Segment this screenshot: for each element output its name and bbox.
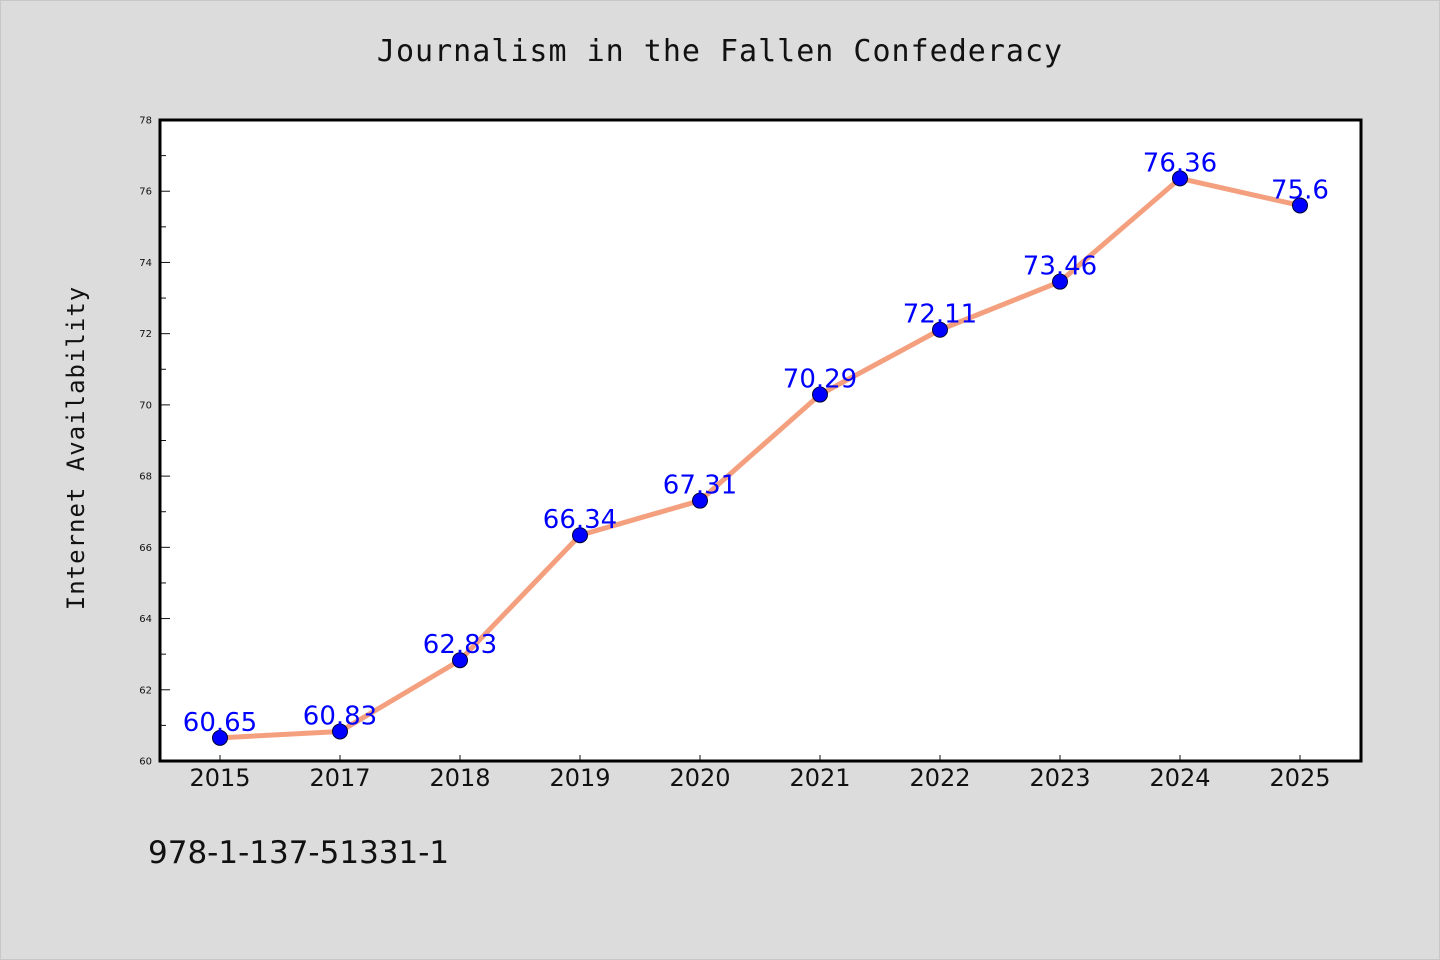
data-label: 70.29: [783, 365, 857, 395]
x-tick-label: 2023: [1029, 764, 1090, 792]
y-tick-label: 68: [139, 472, 152, 483]
y-tick-label: 74: [139, 258, 152, 269]
x-tick-label: 2021: [789, 764, 850, 792]
plot-background: [160, 120, 1361, 761]
chart-title: Journalism in the Fallen Confederacy: [376, 34, 1064, 69]
data-label: 72.11: [903, 300, 977, 330]
data-point: [572, 527, 588, 544]
x-tick-label: 2020: [669, 764, 730, 792]
data-point: [812, 386, 828, 403]
data-label: 67.31: [663, 471, 737, 501]
data-point: [692, 492, 708, 509]
data-label: 76.36: [1143, 148, 1217, 178]
y-tick-label: 66: [139, 543, 152, 554]
y-tick-label: 64: [139, 614, 152, 625]
data-label: 75.6: [1271, 175, 1329, 205]
data-point: [1172, 170, 1188, 187]
data-label: 60.83: [303, 701, 377, 731]
data-label: 60.65: [183, 708, 257, 738]
x-tick-label: 2018: [429, 764, 490, 792]
x-tick-label: 2019: [549, 764, 610, 792]
x-tick-label: 2022: [909, 764, 970, 792]
data-point: [1292, 197, 1308, 214]
plot-border: [158, 118, 1363, 763]
data-point: [452, 652, 468, 669]
y-tick-label: 76: [139, 187, 152, 198]
data-point: [332, 723, 348, 740]
isbn-footnote: 978-1-137-51331-1: [148, 835, 450, 871]
x-tick-label: 2024: [1149, 764, 1210, 792]
x-tick-label: 2015: [189, 764, 250, 792]
data-label: 66.34: [543, 505, 617, 535]
y-tick-label: 62: [139, 685, 152, 696]
data-label: 62.83: [423, 630, 497, 660]
y-tick-label: 70: [139, 400, 152, 411]
series-line: [217, 175, 1303, 741]
x-tick-label: 2025: [1269, 764, 1330, 792]
data-point: [932, 321, 948, 338]
data-point: [1052, 273, 1068, 290]
x-tick-label: 2017: [309, 764, 370, 792]
data-label: 73.46: [1023, 252, 1097, 282]
data-point: [212, 729, 228, 746]
y-tick-label: 72: [139, 329, 152, 340]
y-tick-label: 78: [139, 116, 152, 127]
y-tick-label: 60: [139, 757, 152, 768]
